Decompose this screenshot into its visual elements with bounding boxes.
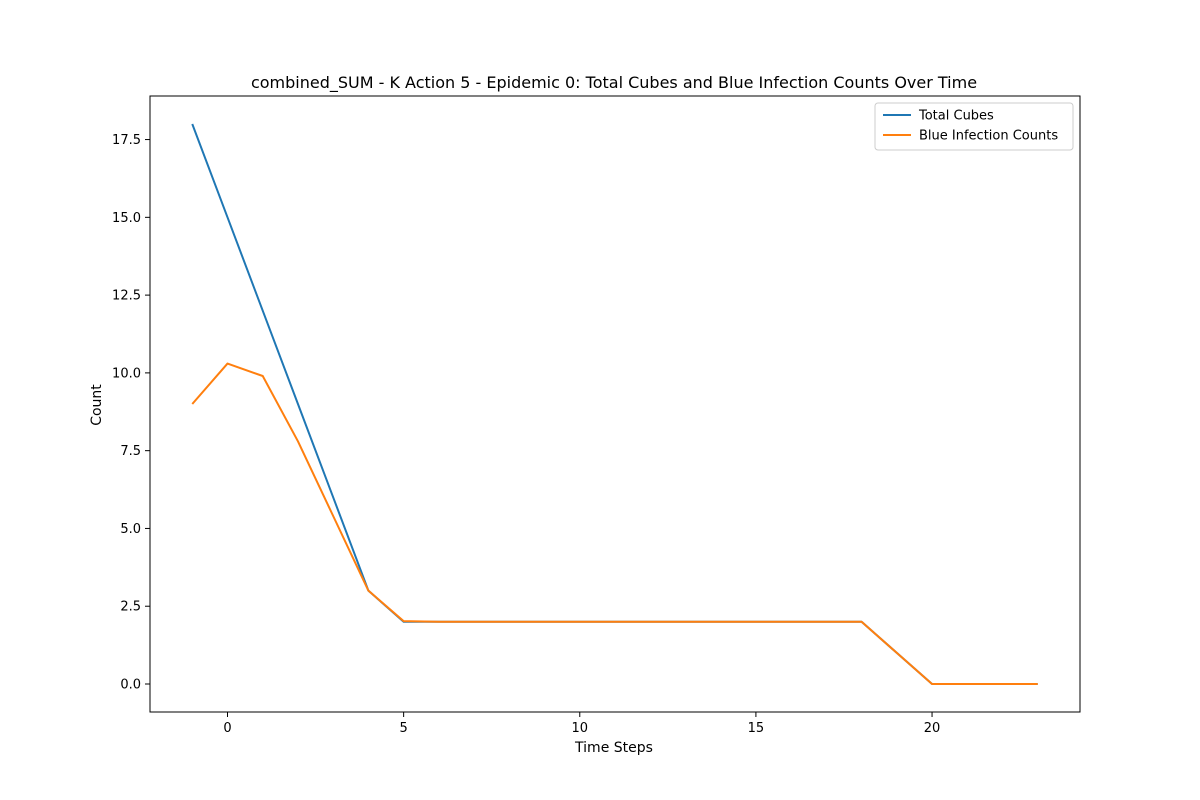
legend: Total Cubes Blue Infection Counts	[874, 102, 1074, 151]
series-line-blue-infection-counts	[191, 362, 1038, 685]
y-tick-label: 17.5	[112, 133, 141, 148]
axes-frame	[149, 95, 1081, 713]
x-tick-label: 0	[223, 721, 231, 736]
y-axis-label: Count	[89, 384, 105, 426]
y-tick-label: 12.5	[112, 289, 141, 304]
legend-box	[874, 102, 1074, 151]
y-tick-label: 0.0	[120, 678, 141, 693]
y-tick-label: 15.0	[112, 211, 141, 226]
x-tick-label: 10	[571, 721, 588, 736]
x-axis-label: Time Steps	[574, 740, 653, 756]
x-tick-label: 20	[924, 721, 941, 736]
plot-area: 0 5 10 15 20 0.0 2.5 5.0 7.5 10.0 12.5 15.0 17.5	[112, 95, 1081, 736]
y-tick-label: 5.0	[120, 522, 141, 537]
x-tick-label: 5	[399, 721, 407, 736]
chart-title: combined_SUM - K Action 5 - Epidemic 0: …	[251, 73, 977, 93]
y-tick-label: 7.5	[120, 444, 141, 459]
y-tick-label: 10.0	[112, 366, 141, 381]
x-tick-label: 15	[748, 721, 765, 736]
legend-label: Total Cubes	[918, 109, 994, 124]
y-tick-label: 2.5	[120, 600, 141, 615]
legend-label: Blue Infection Counts	[919, 129, 1058, 144]
